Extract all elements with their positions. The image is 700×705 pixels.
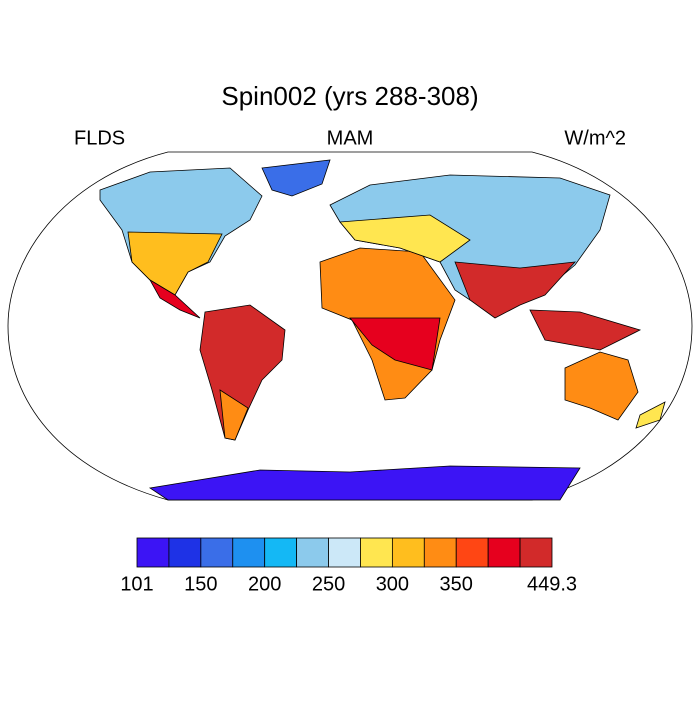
- south-america: [199, 304, 286, 441]
- colorbar-tick-label: 449.3: [527, 573, 577, 595]
- colorbar-box: [264, 537, 298, 568]
- new-zealand: [635, 401, 666, 429]
- europe-south: [339, 214, 471, 263]
- south-asia: [454, 261, 577, 319]
- colorbar-box: [519, 537, 553, 568]
- australia: [564, 351, 639, 421]
- colorbar-box: [296, 537, 329, 568]
- colorbar: 101 150 200 250 300 350 449.3: [120, 537, 577, 595]
- south-america-south: [219, 389, 249, 441]
- greenland: [261, 159, 331, 197]
- title: Spin002 (yrs 288-308): [221, 81, 478, 111]
- map: [7, 151, 693, 501]
- north-america-south: [127, 231, 223, 296]
- colorbar-box: [136, 537, 170, 568]
- colorbar-tick-label: 200: [248, 573, 281, 595]
- colorbar-box: [487, 537, 521, 568]
- season-label: MAM: [327, 127, 374, 149]
- central-africa: [349, 317, 441, 371]
- variable-label: FLDS: [74, 127, 125, 149]
- indonesia: [529, 309, 642, 351]
- units-label: W/m^2: [564, 127, 626, 149]
- colorbar-box: [328, 537, 361, 568]
- central-america: [148, 278, 201, 319]
- colorbar-box: [200, 537, 234, 568]
- colorbar-box: [455, 537, 489, 568]
- colorbar-box: [232, 537, 266, 568]
- antarctica: [148, 465, 581, 501]
- colorbar-box: [168, 537, 202, 568]
- colorbar-box: [423, 537, 457, 568]
- colorbar-tick-label: 250: [312, 573, 345, 595]
- colorbar-tick-label: 300: [376, 573, 409, 595]
- colorbar-tick-label: 150: [184, 573, 217, 595]
- colorbar-tick-label: 350: [440, 573, 473, 595]
- colorbar-box: [360, 537, 393, 568]
- colorbar-box: [391, 537, 425, 568]
- colorbar-tick-label: 101: [120, 573, 153, 595]
